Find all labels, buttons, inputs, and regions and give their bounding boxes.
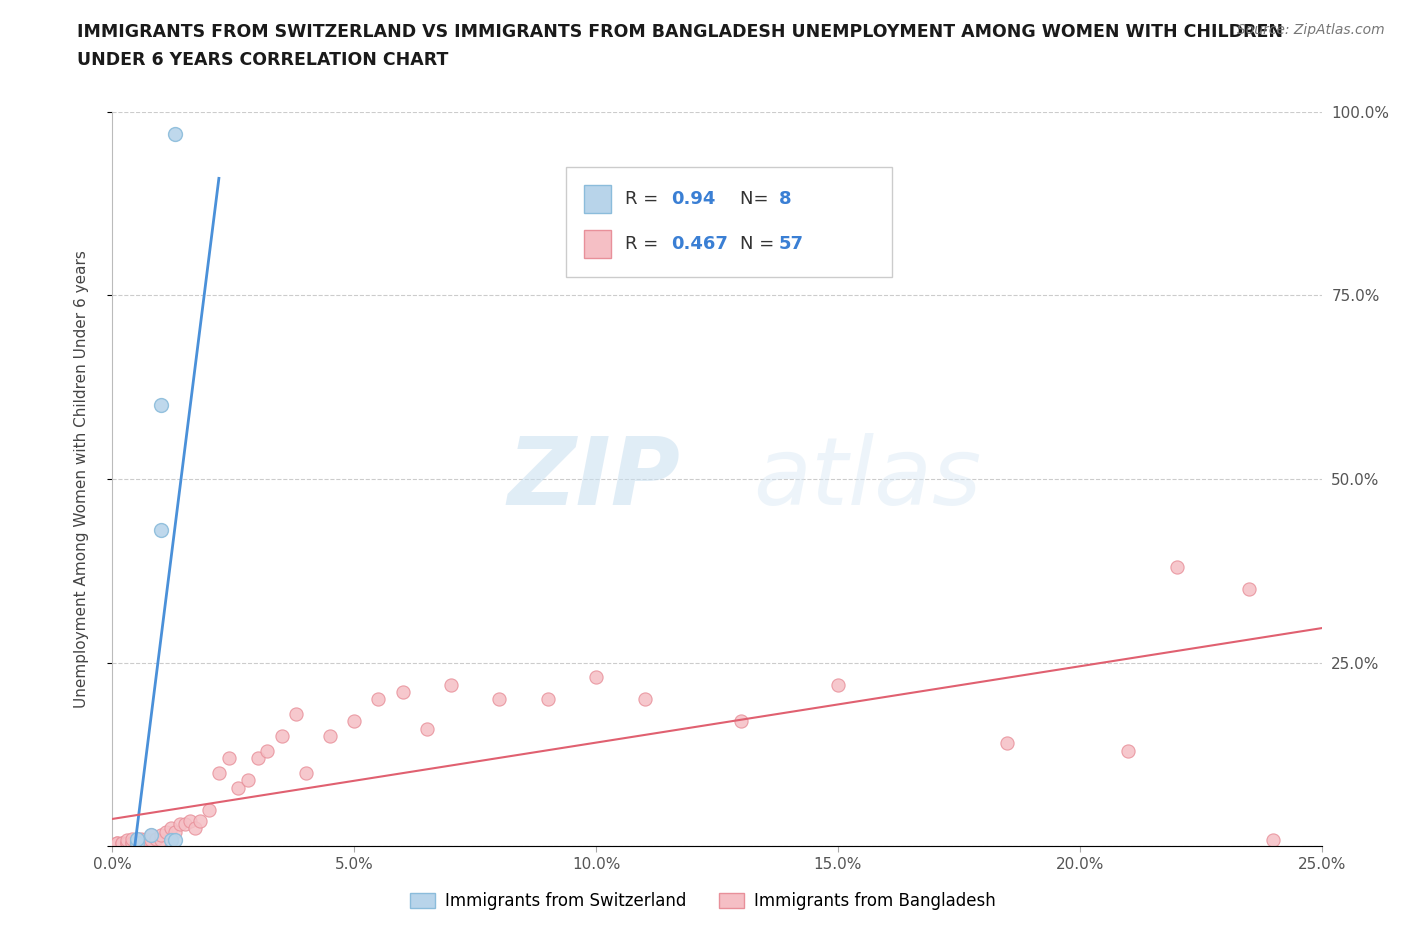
Point xyxy=(208,765,231,780)
Point xyxy=(125,835,148,850)
Point xyxy=(149,398,172,413)
Text: atlas: atlas xyxy=(754,433,981,525)
Legend: Immigrants from Switzerland, Immigrants from Bangladesh: Immigrants from Switzerland, Immigrants … xyxy=(404,885,1002,917)
Point xyxy=(183,820,205,835)
Point xyxy=(633,692,655,707)
FancyBboxPatch shape xyxy=(583,185,610,213)
Point xyxy=(1166,560,1188,575)
Point xyxy=(585,670,607,684)
Text: 57: 57 xyxy=(779,235,804,254)
Point xyxy=(165,824,187,839)
Point xyxy=(141,828,163,843)
Point xyxy=(145,831,167,846)
Point xyxy=(179,813,201,828)
Point xyxy=(149,828,172,843)
Point xyxy=(440,677,463,692)
Point xyxy=(246,751,269,765)
Point xyxy=(131,831,153,846)
Point xyxy=(165,833,187,848)
Point xyxy=(121,835,143,850)
Point xyxy=(115,833,138,848)
Point xyxy=(159,833,181,848)
FancyBboxPatch shape xyxy=(565,166,893,277)
Point xyxy=(236,773,259,788)
Point xyxy=(226,780,249,795)
Point xyxy=(111,835,134,850)
Point xyxy=(198,802,221,817)
Text: Source: ZipAtlas.com: Source: ZipAtlas.com xyxy=(1237,23,1385,37)
Point xyxy=(135,835,157,850)
Text: IMMIGRANTS FROM SWITZERLAND VS IMMIGRANTS FROM BANGLADESH UNEMPLOYMENT AMONG WOM: IMMIGRANTS FROM SWITZERLAND VS IMMIGRANT… xyxy=(77,23,1284,41)
Point xyxy=(270,729,292,744)
Point xyxy=(141,833,163,848)
Point xyxy=(125,831,148,846)
Point xyxy=(155,824,177,839)
Point xyxy=(149,833,172,848)
Point xyxy=(416,722,439,737)
Point xyxy=(1237,582,1260,597)
Text: N=: N= xyxy=(740,190,775,208)
Point xyxy=(218,751,240,765)
Point xyxy=(125,835,148,850)
Point xyxy=(488,692,510,707)
Point xyxy=(165,126,187,141)
Point xyxy=(125,833,148,848)
Point xyxy=(141,828,163,843)
Point xyxy=(391,684,413,699)
Point xyxy=(105,835,128,850)
Point xyxy=(105,835,128,850)
Text: ZIP: ZIP xyxy=(508,433,681,525)
Point xyxy=(125,831,148,846)
Point xyxy=(995,736,1018,751)
Text: R =: R = xyxy=(626,190,664,208)
Point xyxy=(730,714,752,729)
Point xyxy=(149,523,172,538)
Point xyxy=(169,817,191,831)
Point xyxy=(827,677,849,692)
Point xyxy=(319,729,342,744)
Y-axis label: Unemployment Among Women with Children Under 6 years: Unemployment Among Women with Children U… xyxy=(75,250,89,708)
Point xyxy=(115,835,138,850)
Point xyxy=(121,831,143,846)
Point xyxy=(343,714,366,729)
Text: 0.94: 0.94 xyxy=(671,190,716,208)
Point xyxy=(131,835,153,850)
Point xyxy=(174,817,197,831)
Point xyxy=(159,820,181,835)
Point xyxy=(1116,743,1139,758)
Point xyxy=(121,835,143,850)
Point xyxy=(115,835,138,850)
FancyBboxPatch shape xyxy=(583,231,610,259)
Point xyxy=(367,692,389,707)
Text: 0.467: 0.467 xyxy=(671,235,728,254)
Point xyxy=(537,692,560,707)
Point xyxy=(135,831,157,846)
Text: 8: 8 xyxy=(779,190,792,208)
Point xyxy=(188,813,211,828)
Text: N =: N = xyxy=(740,235,780,254)
Point xyxy=(256,743,278,758)
Point xyxy=(285,707,308,722)
Point xyxy=(1263,833,1285,848)
Text: UNDER 6 YEARS CORRELATION CHART: UNDER 6 YEARS CORRELATION CHART xyxy=(77,51,449,69)
Point xyxy=(295,765,318,780)
Point xyxy=(111,835,134,850)
Text: R =: R = xyxy=(626,235,664,254)
